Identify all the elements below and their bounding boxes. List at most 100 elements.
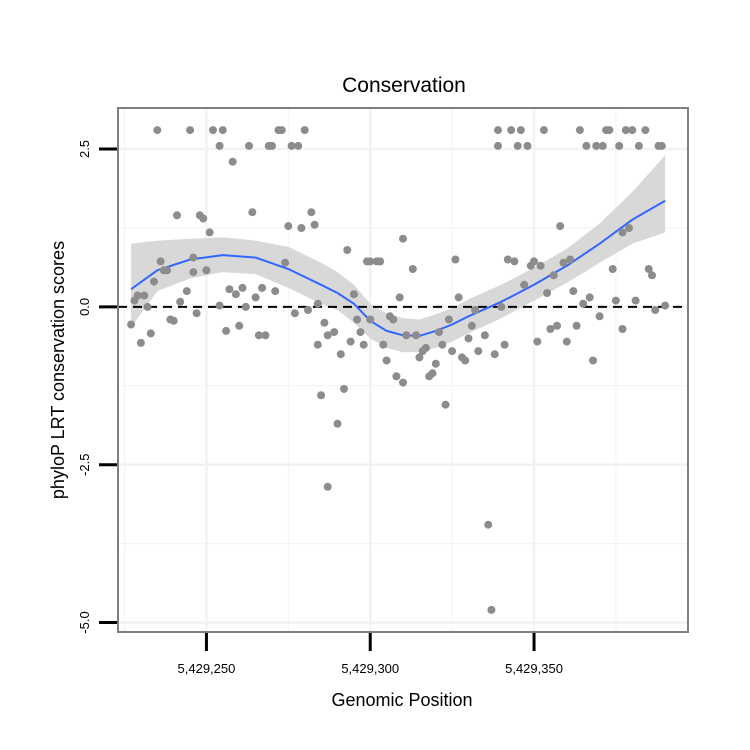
data-point (415, 353, 424, 362)
data-point (546, 325, 555, 333)
data-point (366, 257, 375, 266)
y-tick-label: -2.5 (77, 453, 92, 475)
data-point (631, 296, 640, 305)
data-point (487, 605, 496, 614)
data-point (618, 325, 627, 333)
data-point (471, 306, 480, 314)
data-point (336, 350, 345, 359)
data-point (421, 343, 430, 352)
data-point (140, 291, 149, 300)
data-point (464, 334, 473, 343)
data-point (431, 359, 440, 368)
data-point (346, 337, 355, 346)
y-axis: -5.0 -2.5 0.0 2.5 (77, 140, 117, 634)
chart-title: Conservation (342, 74, 466, 97)
data-point (510, 257, 519, 266)
y-tick-label: 0.0 (77, 298, 92, 316)
data-point (323, 331, 332, 340)
data-point (474, 347, 483, 356)
data-point (585, 293, 594, 302)
data-point (182, 287, 191, 296)
data-point (572, 321, 581, 330)
data-point (467, 321, 476, 330)
plot-panel-background (118, 108, 688, 632)
data-point (146, 329, 155, 338)
data-point (317, 391, 326, 400)
data-point (241, 302, 250, 311)
data-point (536, 261, 545, 270)
x-tick-label: 5,429,250 (178, 661, 236, 676)
data-point (582, 141, 591, 150)
data-point (399, 378, 407, 387)
data-point (549, 271, 558, 280)
data-point (644, 265, 653, 273)
data-point (543, 289, 552, 297)
data-point (435, 328, 443, 337)
data-point (258, 283, 267, 292)
y-tick-label: -5.0 (77, 611, 92, 633)
data-point (461, 356, 470, 365)
data-point (133, 291, 142, 300)
data-point (313, 340, 322, 349)
data-point (589, 356, 597, 365)
data-point (441, 400, 450, 409)
data-point (516, 126, 525, 135)
data-point (349, 290, 358, 299)
data-point (553, 321, 561, 330)
data-point (490, 350, 499, 359)
data-point (294, 141, 303, 150)
data-point (189, 268, 198, 277)
data-point (271, 287, 280, 296)
data-point (392, 372, 401, 381)
confidence-band (131, 155, 666, 353)
data-point (539, 126, 548, 135)
data-point (611, 296, 620, 305)
panel-border (117, 107, 689, 633)
data-point (592, 141, 601, 150)
data-point (127, 320, 136, 329)
data-point (389, 315, 398, 324)
data-point (228, 157, 237, 166)
y-axis-title: phyloP LRT conservation scores (48, 241, 68, 499)
data-point (307, 208, 316, 217)
data-point (192, 309, 201, 318)
data-point (428, 369, 437, 378)
data-point (153, 126, 162, 135)
data-point (530, 257, 538, 266)
data-point (353, 315, 362, 324)
data-point (598, 141, 607, 150)
data-point (261, 331, 270, 340)
data-point (333, 419, 342, 428)
data-point (533, 337, 542, 346)
data-point (340, 384, 348, 393)
data-point (562, 337, 571, 346)
data-point (480, 331, 489, 340)
data-point (313, 299, 322, 308)
data-point (641, 126, 650, 135)
data-point (254, 331, 263, 340)
data-point (556, 222, 565, 231)
data-point (277, 126, 286, 135)
data-point (399, 234, 407, 243)
data-point (169, 316, 178, 325)
data-point (215, 301, 224, 310)
data-point (444, 315, 453, 324)
data-point (143, 302, 152, 311)
data-point (575, 126, 584, 135)
data-point (231, 290, 240, 299)
data-point (402, 331, 411, 340)
data-point (209, 126, 217, 135)
data-point (605, 126, 614, 135)
data-point (222, 326, 231, 335)
data-point (281, 258, 290, 267)
y-tick-label: 2.5 (77, 140, 92, 158)
data-point (500, 340, 509, 349)
data-point (215, 141, 224, 150)
data-point (330, 328, 339, 337)
data-point (438, 340, 447, 349)
data-point (579, 299, 588, 308)
data-point (297, 224, 306, 232)
data-point (300, 126, 309, 135)
data-point (251, 293, 260, 302)
data-points (127, 126, 670, 614)
